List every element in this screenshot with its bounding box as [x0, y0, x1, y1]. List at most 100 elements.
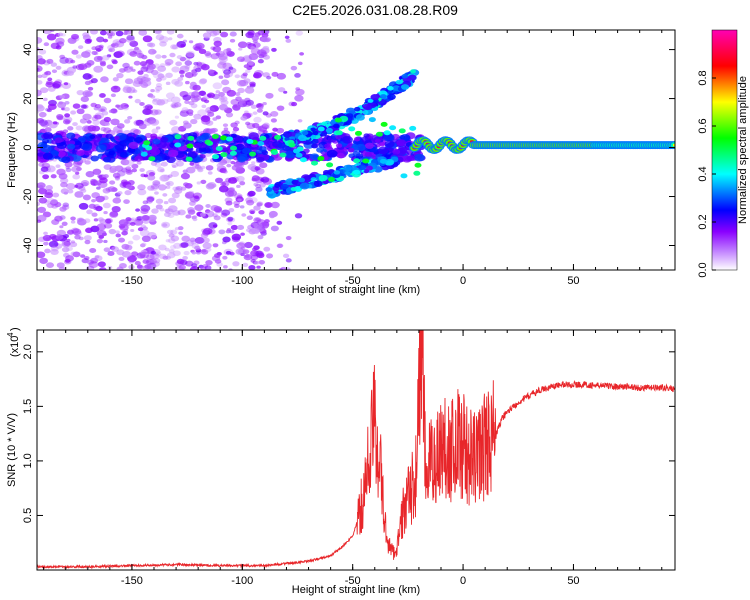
y-tick-label: 2.0	[22, 344, 34, 359]
heatmap-dot	[151, 208, 159, 214]
heatmap-dot	[290, 65, 298, 71]
heatmap-dot	[198, 90, 207, 96]
scale-factor-exponent: 4	[6, 332, 15, 337]
heatmap-dot	[169, 119, 178, 126]
heatmap-dot	[45, 81, 54, 88]
bottom-y-axis-label: SNR (10 * V/V)	[6, 413, 18, 487]
heatmap-dot	[162, 223, 168, 227]
heatmap-dot	[235, 175, 245, 183]
heatmap-dot	[158, 244, 167, 251]
heatmap-dot	[212, 243, 219, 248]
heatmap-dot	[82, 194, 91, 201]
heatmap-dot	[103, 174, 109, 179]
heatmap-dot	[240, 115, 248, 121]
heatmap-dot	[246, 112, 253, 118]
heatmap-dot	[132, 89, 138, 93]
heatmap-dot	[37, 74, 43, 79]
heatmap-dot	[93, 207, 99, 211]
heatmap-dot	[109, 211, 119, 217]
heatmap-dot	[155, 198, 164, 204]
heatmap-dot	[37, 80, 43, 85]
heatmap-dot	[413, 170, 421, 176]
heatmap-dot	[144, 264, 152, 270]
heatmap-dot	[175, 185, 183, 191]
heatmap-dot	[333, 170, 341, 175]
heatmap-dot	[155, 204, 163, 210]
heatmap-dot	[150, 148, 161, 156]
bottom-x-axis-label: Height of straight line (km)	[292, 584, 420, 596]
heatmap-dot	[55, 164, 61, 169]
heatmap-dot	[82, 32, 90, 38]
heatmap-dot	[379, 94, 387, 99]
heatmap-dot	[171, 104, 177, 108]
heatmap-dot	[55, 65, 62, 70]
heatmap-dot	[59, 57, 70, 64]
heatmap-dot	[255, 168, 265, 175]
heatmap-dot	[252, 247, 257, 251]
heatmap-dot	[205, 106, 215, 114]
heatmap-dot	[159, 168, 165, 173]
heatmap-dot	[313, 180, 323, 187]
heatmap-dot	[44, 127, 52, 133]
heatmap-dot	[290, 186, 297, 192]
heatmap-dot	[380, 121, 388, 127]
heatmap-dot	[191, 251, 197, 255]
heatmap-dot	[177, 226, 184, 231]
heatmap-dot	[107, 44, 115, 51]
heatmap-dot	[270, 201, 280, 209]
heatmap-dot	[266, 253, 274, 259]
heatmap-dot	[242, 262, 249, 267]
heatmap-dot	[260, 36, 269, 43]
heatmap-dot	[248, 53, 259, 61]
bottom-plot-frame	[36, 329, 676, 571]
heatmap-dot	[204, 265, 212, 270]
heatmap-dot	[139, 168, 145, 173]
heatmap-dot	[256, 156, 265, 163]
heatmap-dot	[243, 64, 250, 69]
heatmap-dot	[126, 34, 135, 41]
heatmap-dot	[93, 55, 103, 63]
chart-title: C2E5.2026.031.08.28.R09	[292, 2, 458, 18]
heatmap-dot	[396, 139, 407, 147]
heatmap-dot	[310, 134, 317, 140]
heatmap-dot	[168, 37, 173, 41]
heatmap-dot	[336, 152, 345, 159]
heatmap-dot	[101, 110, 109, 116]
heatmap-dot	[150, 161, 158, 166]
heatmap-dot	[110, 85, 121, 93]
heatmap-dot	[133, 218, 144, 226]
heatmap-dot	[52, 83, 61, 89]
heatmap-dot	[136, 161, 142, 165]
heatmap-dot	[389, 125, 397, 131]
heatmap-dot	[170, 235, 180, 242]
heatmap-dot	[274, 183, 281, 188]
heatmap-dot	[219, 167, 227, 174]
heatmap-dot	[188, 100, 195, 106]
heatmap-dot	[148, 258, 157, 265]
heatmap-dot	[50, 199, 58, 205]
heatmap-dot	[174, 142, 182, 148]
heatmap-dot	[253, 182, 259, 187]
heatmap-dot	[84, 90, 94, 97]
heatmap-dot	[223, 127, 229, 131]
heatmap-dot	[130, 228, 135, 232]
heatmap-dot	[42, 152, 53, 160]
heatmap-dot	[151, 128, 159, 134]
heatmap-dot	[227, 221, 233, 226]
heatmap-dot	[37, 219, 42, 223]
heatmap-dot	[84, 80, 91, 86]
heatmap-dot	[224, 190, 235, 197]
heatmap-dot	[76, 89, 84, 96]
heatmap-dot	[50, 174, 57, 179]
heatmap-dot	[160, 221, 171, 229]
heatmap-dot	[223, 265, 228, 269]
colorbar-label: Normalized spectral amplitude	[737, 76, 749, 224]
heatmap-dot	[128, 66, 134, 70]
heatmap-dot	[59, 54, 66, 59]
heatmap-dot	[271, 149, 279, 155]
heatmap-dot	[97, 261, 106, 268]
heatmap-dot	[51, 219, 60, 225]
heatmap-dot	[113, 51, 123, 58]
heatmap-dot	[72, 251, 81, 258]
heatmap-dot	[409, 125, 417, 131]
